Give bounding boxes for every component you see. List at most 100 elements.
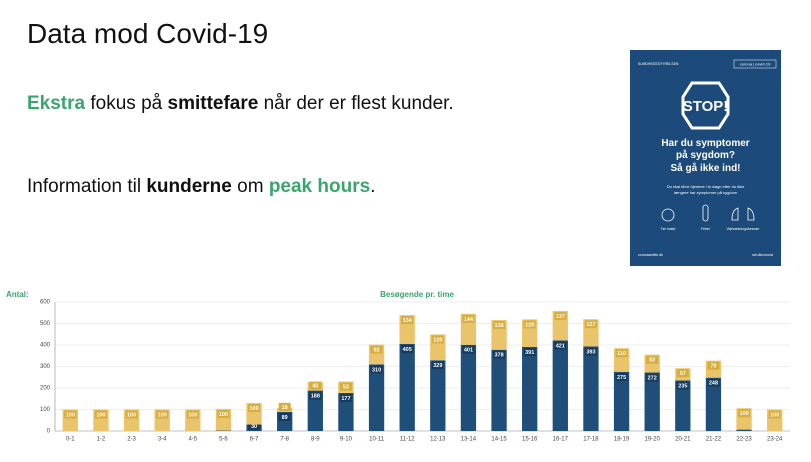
value-label-box — [401, 316, 414, 325]
value-label: 40 — [312, 384, 318, 390]
x-tick-label: 3-4 — [158, 437, 167, 443]
value-label: 92 — [374, 348, 380, 354]
value-label: 100 — [249, 406, 258, 412]
value-label: 30 — [251, 424, 257, 430]
value-label-box — [431, 361, 444, 370]
stop-sign — [681, 81, 730, 130]
poster-footer: sst.dk/corona — [752, 253, 773, 257]
value-label: 421 — [556, 343, 565, 349]
value-label-box — [64, 410, 77, 419]
value-label: 144 — [464, 317, 474, 323]
poster-stop: STOP! — [683, 98, 729, 115]
value-label: 248 — [709, 381, 718, 387]
y-tick-label: 600 — [40, 300, 51, 306]
value-label-box — [370, 365, 383, 374]
value-label: 100 — [96, 412, 105, 418]
bar-segment — [705, 377, 722, 431]
value-label: 378 — [494, 353, 503, 359]
x-tick-label: 5-6 — [219, 437, 228, 443]
value-label-box — [401, 344, 414, 353]
bar-segment — [430, 360, 446, 431]
value-label-box — [339, 393, 352, 402]
bar-segment — [338, 392, 354, 431]
value-label-box — [278, 402, 291, 411]
text-run: peak hours — [268, 176, 371, 197]
value-label: 100 — [66, 412, 75, 418]
value-label-box — [615, 372, 628, 381]
value-label: 120 — [433, 337, 442, 343]
y-tick-label: 400 — [40, 343, 51, 349]
paragraph: Information til kunderne om peak hours. — [27, 173, 497, 201]
x-tick-label: 22-23 — [736, 437, 752, 443]
value-label-box — [125, 410, 138, 419]
value-label-box — [278, 412, 291, 421]
y-tick-label: 300 — [40, 364, 51, 370]
x-tick-label: 23-24 — [767, 437, 783, 443]
x-tick-label: 15-16 — [522, 437, 538, 443]
value-label-box — [676, 369, 689, 378]
bar-segment — [583, 346, 599, 431]
value-label-box — [431, 335, 444, 344]
value-label: 401 — [464, 348, 473, 354]
value-label-box — [94, 410, 107, 419]
text-run: fokus på — [85, 93, 168, 114]
bar-segment — [522, 346, 538, 431]
value-label: 89 — [282, 415, 288, 421]
x-tick-label: 19-20 — [645, 437, 661, 443]
poster-body: længere har symptomer på sygdom — [674, 190, 738, 195]
poster-headline: Har du symptomer — [661, 138, 749, 149]
poster-body: Du skal blive hjemme i to døgn efter du … — [667, 184, 745, 189]
text-run: når der er flest kunder. — [258, 93, 454, 114]
x-tick-label: 10-11 — [369, 437, 385, 443]
y-axis-label: Antal: — [6, 290, 29, 299]
y-tick-label: 500 — [40, 321, 51, 327]
value-label-box — [646, 373, 659, 382]
value-label: 177 — [341, 396, 350, 402]
value-label: 100 — [188, 412, 197, 418]
poster-headline: på sygdom? — [676, 149, 735, 161]
x-tick-label: 8-9 — [311, 437, 320, 443]
text-run: Information til — [27, 176, 147, 197]
value-label: 391 — [525, 350, 534, 356]
value-label-box — [339, 382, 352, 391]
bar-segment — [552, 340, 568, 431]
bar-segment — [307, 390, 323, 431]
value-label-box — [309, 381, 322, 390]
value-label-box — [707, 361, 720, 370]
value-label: 100 — [770, 412, 779, 418]
value-label-box — [462, 345, 475, 354]
value-label: 83 — [649, 358, 655, 364]
x-tick-label: 12-13 — [430, 437, 446, 443]
value-label: 405 — [403, 347, 412, 353]
value-label: 57 — [680, 371, 686, 377]
bar-segment — [368, 364, 385, 431]
poster-footer: coronasmitte.dk — [638, 253, 663, 257]
value-label: 134 — [403, 318, 413, 324]
value-label-box — [523, 320, 536, 329]
poster-symptom: Vejrtrækningsbesvær — [726, 227, 760, 231]
poster-symptom: Feber — [701, 227, 711, 231]
paragraph: Ekstra fokus på smittefare når der er fl… — [27, 90, 497, 118]
poster-headline: Så gå ikke ind! — [670, 162, 740, 174]
value-label-box — [462, 314, 475, 323]
bar-segment — [399, 343, 415, 431]
icon — [702, 204, 709, 222]
value-label: 100 — [739, 411, 748, 417]
value-label: 329 — [433, 363, 442, 369]
value-label-box — [248, 422, 261, 430]
value-label-box — [248, 404, 261, 413]
value-label-box — [186, 410, 199, 419]
x-tick-label: 16-17 — [553, 437, 569, 443]
value-label: 393 — [586, 349, 595, 355]
value-label: 137 — [556, 314, 565, 320]
text-run: om — [231, 176, 269, 197]
value-label: 138 — [494, 323, 503, 329]
chart-title: Besøgende pr. time — [380, 290, 454, 299]
value-label: 127 — [586, 322, 595, 328]
value-label-box — [493, 321, 506, 330]
value-label-box — [156, 410, 169, 419]
x-tick-label: 20-21 — [675, 437, 691, 443]
value-label-box — [584, 347, 597, 356]
value-label: 53 — [343, 385, 349, 391]
value-label-box — [707, 378, 720, 387]
